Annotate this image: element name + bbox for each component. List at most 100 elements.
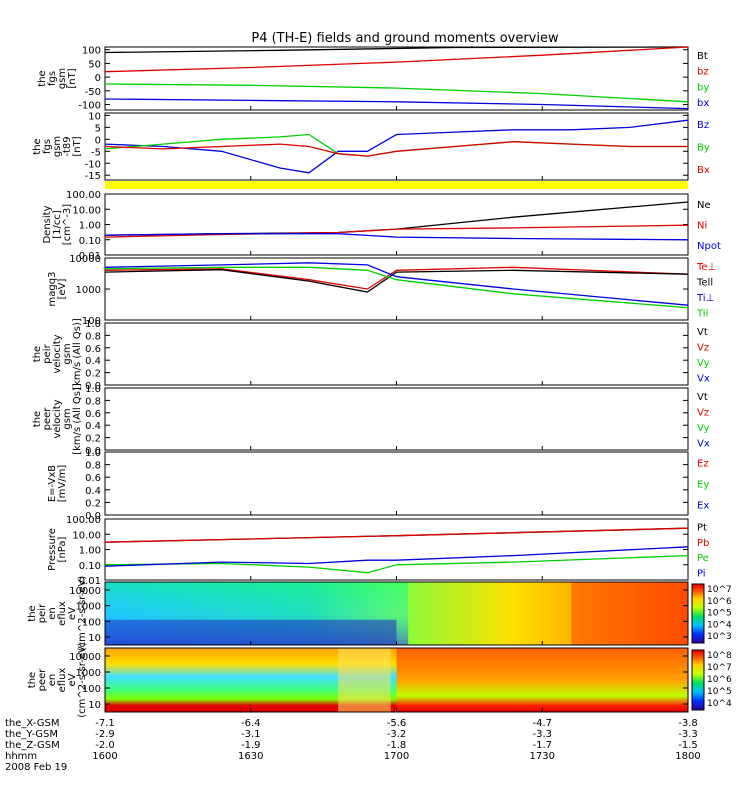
fgs-ylabel-line: [nT] (67, 68, 78, 88)
fgs_dsl-legend-By: By (697, 143, 710, 154)
x-axis-values: -7.1 -6.4 -5.6 -4.7 -3.8 -2.9 -3.1 -3.2 -3.3 -3.3… (92, 718, 700, 762)
density-ytick-label: 10.00 (72, 205, 101, 216)
density-legend-Ni: Ni (697, 221, 707, 232)
peer_eflux-spectrogram (105, 648, 688, 712)
x-tick-value: -1.8 (387, 740, 407, 751)
x-tick-time: 1600 (92, 751, 117, 762)
peer_velocity-ylabel-line: peer (42, 407, 53, 431)
fgs-ylabel: the fgs gsm [nT] (37, 68, 78, 89)
temperature-series-Te⊥ (104, 266, 689, 290)
peir_velocity-frame (104, 322, 689, 386)
peir_eflux-spectrogram (105, 582, 688, 645)
pressure-ylabel-line: [nPa] (57, 536, 68, 562)
pressure-series-Pi (104, 546, 689, 567)
density-legend-Ne: Ne (697, 200, 711, 211)
fgs-legend-bx: bx (697, 98, 709, 109)
pressure-ytick-label: 10.00 (72, 530, 101, 541)
peir_eflux-ylabel-line: the (27, 605, 38, 621)
fgs_dsl-ylabel-line: the (32, 138, 43, 154)
fgs-ylabel-line: the (37, 70, 48, 86)
peir_eflux-ytick-label: 10 (88, 633, 101, 644)
peer_eflux-ylabel-line: en (47, 674, 58, 687)
peer_eflux-colorbar-tick: 10^5 (707, 687, 732, 697)
peer_eflux-colorbar-tick: 10^4 (707, 699, 732, 709)
peer_eflux-colorbar (691, 649, 705, 711)
fgs_dsl-ytick-label: 5 (95, 123, 101, 134)
peir_velocity-ylabel: the peir velocity gsm [km/s (All Qs)] (32, 318, 83, 390)
peir_velocity-legend-Vx: Vx (697, 373, 710, 384)
density-series-Ni (104, 224, 689, 238)
fgs-ytick-label: 100 (82, 46, 101, 57)
fgs-ylabel-line: gsm (57, 68, 68, 89)
fgs_dsl-ytick-label: 0 (95, 135, 101, 146)
peer_velocity-ytick-label: 0.0 (85, 446, 101, 457)
peir_eflux-colorbar-tick: 10^6 (707, 597, 732, 607)
density-ylabel-line: Density (42, 205, 53, 243)
peer_eflux-ylabel-line: peer (37, 668, 48, 692)
x-tick-time: 1800 (675, 751, 700, 762)
fgs_dsl-frame (104, 112, 689, 181)
density-ylabel-line: [1/cc] (52, 210, 63, 239)
efield-ytick-label: 0.6 (85, 473, 101, 484)
x-tick-value: -7.1 (95, 718, 115, 729)
xrow-label-1: the_Y-GSM (5, 729, 58, 740)
peir_velocity-legend-Vy: Vy (697, 358, 710, 369)
peer_eflux-ytick-label: 10 (88, 700, 101, 711)
fgs-legend-by: by (697, 82, 709, 93)
fgs-yticks: 100 50 0 -50 -100 (78, 46, 688, 112)
fgs-series-Bt (104, 46, 689, 54)
peer_eflux-ytick-label: 100 (82, 684, 101, 695)
fgs_dsl-legend-Bz: Bz (697, 120, 709, 131)
figure-title: P4 (TH-E) fields and ground moments over… (251, 31, 559, 46)
peer_velocity-ylabel-line: [km/s (All Qs)] (72, 383, 83, 455)
x-tick-time: 1730 (530, 751, 555, 762)
fgs-ytick-label: 50 (88, 59, 101, 70)
xrow-label-2: the_Z-GSM (5, 740, 60, 751)
temperature-ytick-label: 10000 (69, 254, 101, 265)
fgs_dsl-ylabel: the fgs gsm -t89 [nT] (32, 136, 83, 157)
x-tick-time: 1630 (238, 751, 263, 762)
efield-ytick-label: 0.0 (85, 511, 101, 522)
peer_eflux-ytick-label: 10000 (69, 652, 101, 663)
peir_velocity-ytick-label: 0.4 (85, 356, 101, 367)
x-tick-value: -3.2 (387, 729, 407, 740)
peir_eflux-ytick-label: 100 (82, 617, 101, 628)
peer_velocity-legend-Vy: Vy (697, 423, 710, 434)
peer_velocity-ylabel: the peer velocity gsm [km/s (All Qs)] (32, 383, 83, 455)
fgs_dsl-series-Bx (104, 141, 688, 157)
density-ylabel: Density [1/cc] [cm^-3] (42, 204, 73, 245)
density-ytick-label: 100.00 (66, 190, 101, 201)
fgs-ytick-label: -100 (78, 101, 101, 112)
peir_eflux-colorbar (691, 583, 705, 644)
peer_velocity-ylabel-line: the (32, 411, 43, 427)
xrow-label-0: the_X-GSM (5, 718, 59, 729)
peer_velocity-ytick-label: 0.8 (85, 396, 101, 407)
pressure-legend-Pb: Pb (697, 538, 709, 549)
flag-bar (105, 181, 688, 189)
peir_velocity-yticks: 1.00.80.60.40.20.0 (85, 319, 688, 392)
peir_eflux-ylabel-line: (cm^2-s-sr-eV) (77, 576, 88, 652)
temperature-legend-Til: Til (696, 308, 708, 319)
x-tick-value: -3.3 (678, 729, 698, 740)
temperature-series-Til (104, 266, 689, 309)
x-tick-value: -3.1 (241, 729, 261, 740)
fgs_dsl-ytick-label: 10 (88, 111, 101, 122)
efield-yticks: 1.0 0.80.6 0.40.2 0.0 (85, 448, 688, 522)
fgs-ylabel-line: fgs (47, 71, 58, 86)
efield-ytick-label: 0.8 (85, 461, 101, 472)
fgs-series-by (104, 83, 689, 103)
peer_velocity-frame (104, 387, 689, 451)
pressure-ytick-label: 0.01 (79, 576, 101, 587)
peir_velocity-ytick-label: 0.0 (85, 381, 101, 392)
peer_eflux-transition (338, 648, 391, 712)
x-axis-labels: the_X-GSM the_Y-GSM the_Z-GSM hhmm 2008 … (5, 718, 67, 773)
peer_eflux-ylabel-line: eflux (57, 668, 68, 693)
temperature-legend-Tell: Tell (696, 277, 713, 288)
density-legend-Npot: Npot (697, 241, 721, 252)
peer_velocity-legend-Vx: Vx (697, 438, 710, 449)
peer_eflux-colorbar-tick: 10^8 (707, 651, 732, 661)
x-tick-value: -4.7 (532, 718, 552, 729)
peir_eflux-ylabel-line: eV (67, 607, 78, 620)
fgs-ytick-label: -50 (85, 87, 101, 98)
x-tick-value: -3.8 (678, 718, 698, 729)
